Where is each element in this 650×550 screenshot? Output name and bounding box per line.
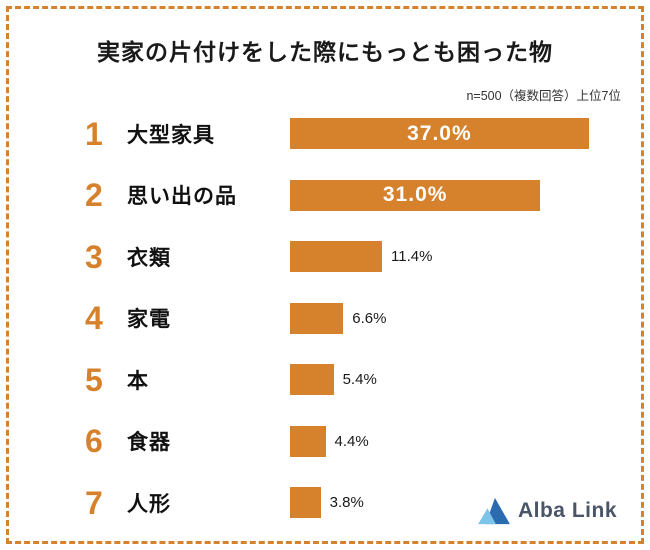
albalink-logo-icon [478, 497, 510, 525]
bar-track: 6.6% [290, 302, 613, 334]
bar [290, 302, 344, 334]
chart-row: 2 思い出の品 31.0% [9, 165, 641, 227]
bar [290, 425, 326, 457]
bar [290, 487, 321, 519]
bar-track: 31.0% [290, 179, 613, 211]
chart-row: 3 衣類 11.4% [9, 226, 641, 288]
chart-row: 1 大型家具 37.0% [9, 103, 641, 165]
rank-number: 6 [85, 423, 103, 460]
bar: 31.0% [290, 179, 541, 211]
chart-title: 実家の片付けをした際にもっとも困った物 [97, 39, 553, 65]
rank-number: 4 [85, 300, 103, 337]
bar [290, 364, 334, 396]
rank-number: 1 [85, 115, 103, 152]
value-label: 4.4% [334, 432, 369, 450]
category-label: 人形 [127, 492, 171, 516]
dashed-border-frame: 実家の片付けをした際にもっとも困った物 n=500（複数回答）上位7位 1 大型家… [6, 6, 644, 544]
albalink-logo: Alba Link [478, 497, 617, 525]
value-label: 37.0% [407, 121, 472, 145]
bar-track: 11.4% [290, 241, 613, 273]
albalink-logo-text: Alba Link [517, 499, 617, 522]
rank-number: 2 [85, 177, 103, 214]
category-label: 大型家具 [127, 123, 215, 147]
category-label: 衣類 [127, 246, 171, 270]
bar-track: 5.4% [290, 364, 613, 396]
category-label: 家電 [127, 308, 171, 332]
sample-size-note: n=500（複数回答）上位7位 [466, 89, 621, 103]
rank-number: 3 [85, 238, 103, 275]
value-label: 3.8% [329, 494, 364, 512]
chart-row: 4 家電 6.6% [9, 288, 641, 350]
bar-track: 37.0% [290, 118, 613, 150]
category-label: 思い出の品 [127, 185, 237, 209]
value-label: 11.4% [391, 248, 433, 266]
value-label: 6.6% [352, 309, 387, 327]
rank-number: 7 [85, 484, 103, 521]
value-label: 31.0% [382, 183, 448, 207]
chart-row: 6 食器 4.4% [9, 411, 641, 473]
value-label: 5.4% [342, 371, 377, 389]
category-label: 食器 [127, 431, 171, 455]
bar-track: 3.8% [290, 487, 613, 519]
bar: 37.0% [290, 118, 589, 150]
bar-chart: 1 大型家具 37.0% 2 思い出の品 31.0% 3 衣類 11.4% 4 家電 6.6% 5 本 5.… [9, 103, 641, 534]
bar [290, 241, 383, 273]
chart-row: 5 本 5.4% [9, 349, 641, 411]
rank-number: 5 [85, 361, 103, 398]
category-label: 本 [127, 369, 149, 393]
chart-row: 7 人形 3.8% [9, 472, 641, 534]
bar-track: 4.4% [290, 425, 613, 457]
